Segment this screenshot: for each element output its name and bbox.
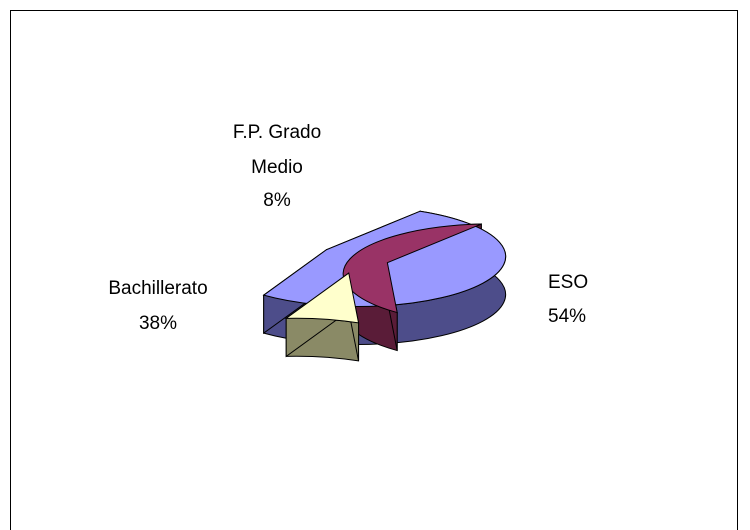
pie-slice-f-p-grado-medio xyxy=(284,272,360,324)
percent-eso: 54% xyxy=(548,306,586,327)
label-eso: ESO xyxy=(548,272,588,293)
label-fp-line2: Medio xyxy=(251,157,303,178)
pie-slice-bachillerato xyxy=(342,223,482,314)
label-bachillerato: Bachillerato xyxy=(108,278,207,299)
label-fp-line1: F.P. Grado xyxy=(233,122,321,143)
percent-fp: 8% xyxy=(263,190,291,211)
pie-tops xyxy=(262,210,507,324)
percent-bachillerato: 38% xyxy=(139,313,177,334)
